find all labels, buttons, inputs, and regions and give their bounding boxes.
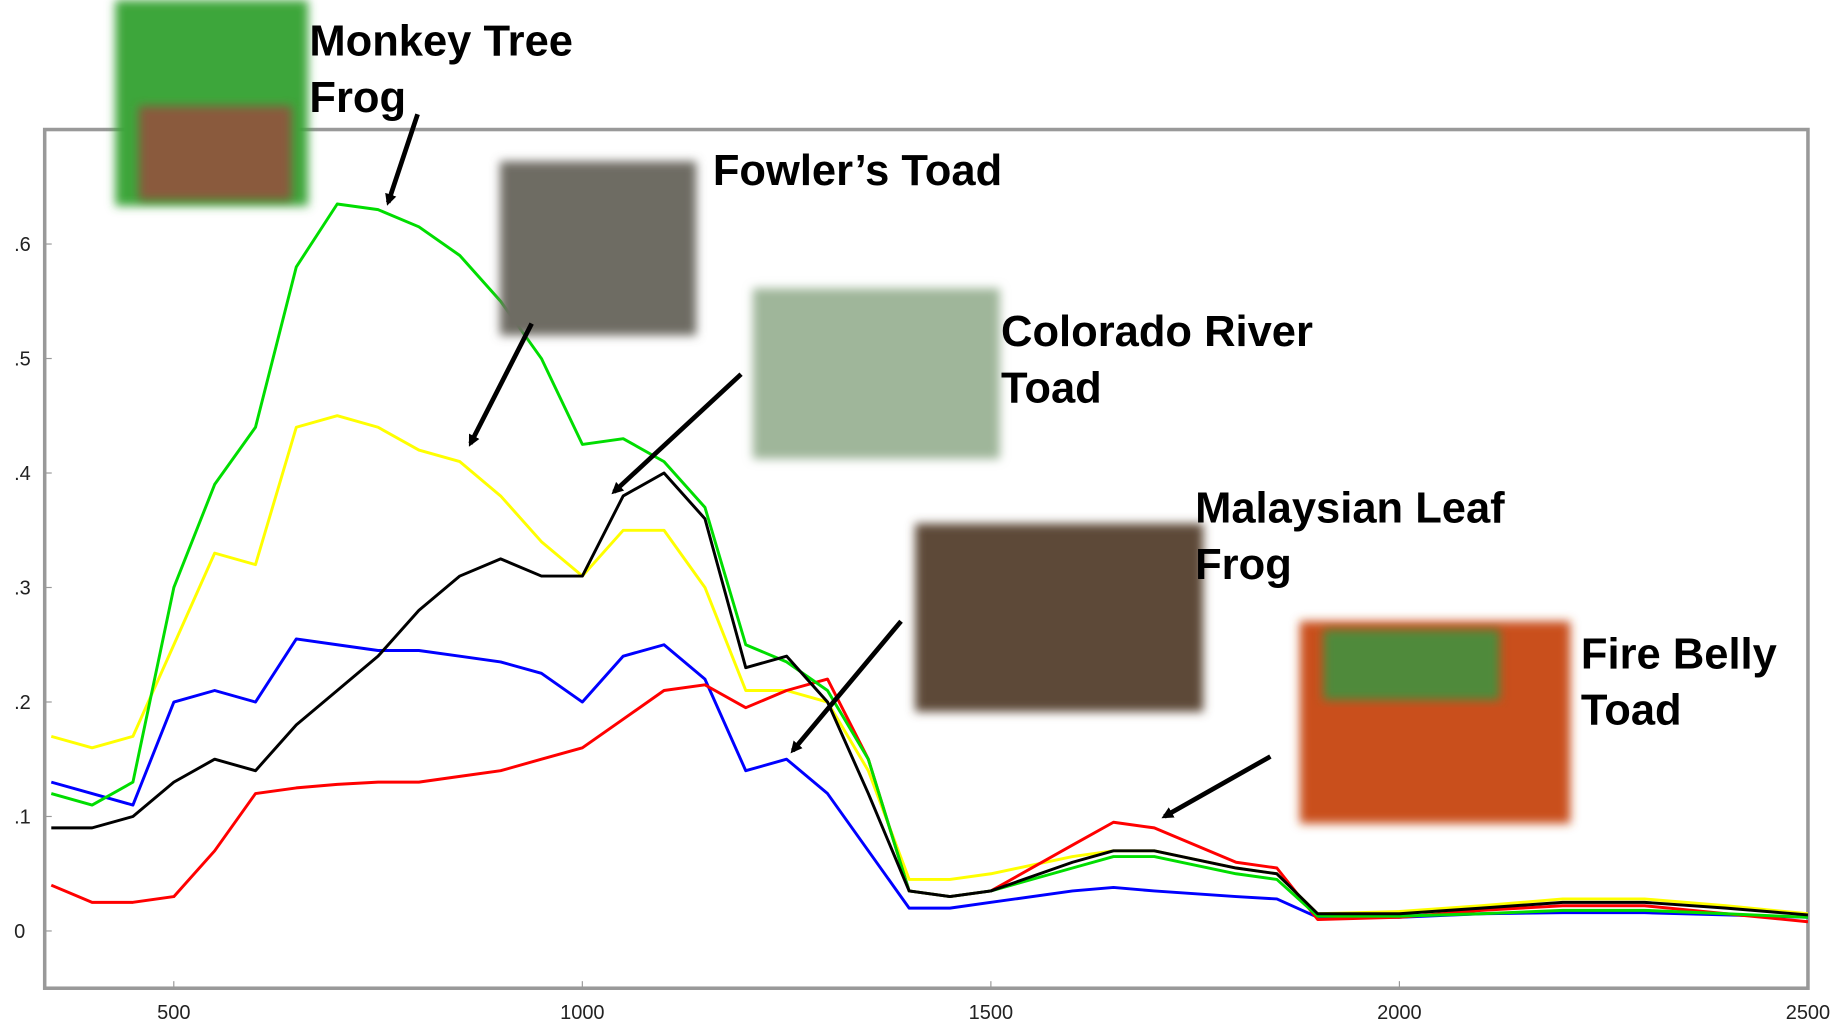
annotation-label: Toad: [1001, 364, 1102, 412]
annotation-arrow: [385, 113, 420, 206]
annotation-arrow: [1161, 754, 1272, 819]
y-tick-label: .4: [14, 463, 31, 485]
annotation-arrow: [611, 372, 743, 495]
x-tick-label: 2000: [1377, 1002, 1421, 1024]
annotation-label: Frog: [309, 74, 406, 122]
photo-colorado-river-toad: [752, 288, 1000, 459]
annotation-label: Monkey Tree: [309, 17, 573, 65]
x-tick-label: 1500: [969, 1002, 1013, 1024]
annotation-label: Frog: [1195, 541, 1292, 589]
annotation-label: Colorado River: [1001, 308, 1313, 356]
photo-malaysian-leaf-frog: [915, 523, 1204, 712]
y-tick-label: .3: [14, 578, 31, 600]
photo-detail: [1323, 629, 1500, 701]
annotation-label: Fire Belly: [1581, 630, 1777, 678]
x-tick-label: 2500: [1786, 1002, 1830, 1024]
annotation-arrow: [790, 619, 903, 754]
annotation-arrow: [468, 322, 534, 447]
annotation-label: Toad: [1581, 687, 1682, 735]
y-tick-label: .6: [14, 234, 31, 256]
y-tick-label: .5: [14, 349, 31, 371]
y-tick-label: .1: [14, 807, 31, 829]
series-line: [50, 677, 1809, 924]
series-line: [51, 471, 1809, 917]
x-tick-label: 1000: [560, 1002, 604, 1024]
photo-fowlers-toad: [499, 161, 697, 336]
series-line: [50, 202, 1809, 919]
x-tick-label: 500: [157, 1002, 190, 1024]
annotation-label: Fowler’s Toad: [713, 147, 1002, 195]
photo-detail: [138, 106, 292, 201]
annotation-label: Malaysian Leaf: [1195, 484, 1505, 532]
y-tick-label: .2: [14, 692, 31, 714]
y-tick-label: 0: [14, 921, 25, 943]
